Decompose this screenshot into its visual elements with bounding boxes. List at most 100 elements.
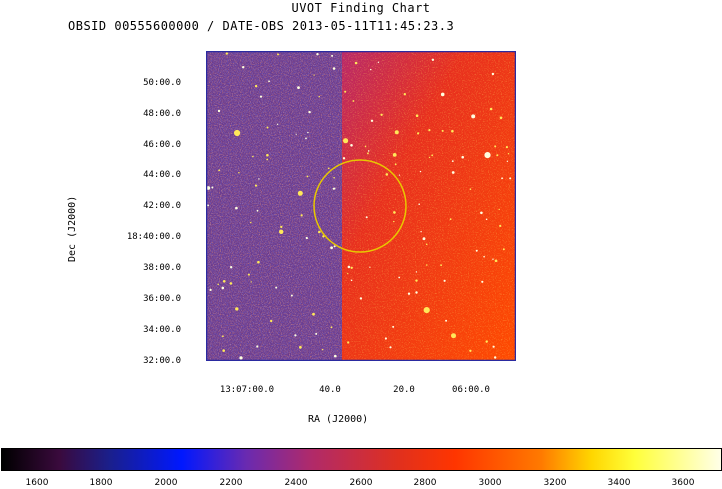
star: [254, 184, 258, 187]
star: [394, 130, 399, 135]
star: [440, 92, 445, 97]
star: [426, 264, 428, 266]
star: [300, 214, 303, 217]
star: [415, 114, 419, 117]
star: [342, 157, 346, 160]
colorbar-label: 1600: [25, 478, 49, 488]
star: [234, 129, 241, 137]
star: [380, 113, 383, 116]
star: [222, 335, 224, 338]
star: [343, 138, 349, 144]
colorbar-label: 3000: [478, 478, 502, 488]
star: [393, 211, 396, 214]
star: [258, 178, 260, 180]
star: [333, 187, 336, 190]
star: [222, 280, 226, 283]
star: [207, 204, 209, 207]
star: [385, 173, 389, 176]
star: [334, 354, 337, 358]
star: [254, 84, 258, 88]
star: [250, 221, 252, 224]
star: [313, 74, 315, 76]
star: [398, 276, 401, 279]
star: [266, 126, 269, 129]
y-tick-label: 18:40:00.0: [126, 232, 181, 242]
star: [221, 286, 225, 290]
star: [218, 169, 221, 172]
star: [239, 356, 243, 360]
star: [211, 186, 214, 189]
star: [423, 307, 430, 314]
star: [461, 155, 464, 159]
star: [279, 229, 284, 234]
x-tick-label: 13:07:00.0: [219, 385, 275, 395]
star: [307, 131, 309, 134]
star: [499, 224, 502, 227]
star: [509, 177, 512, 180]
star: [252, 155, 254, 158]
star: [332, 67, 336, 70]
y-tick-label: 42:00.0: [143, 201, 181, 211]
image-frame: [206, 51, 516, 361]
star: [306, 175, 309, 178]
star: [494, 145, 497, 148]
star: [499, 116, 503, 120]
star: [415, 271, 418, 273]
y-tick-label: 38:00.0: [143, 263, 181, 273]
colorbar-label: 1800: [89, 478, 113, 488]
star-field: [206, 52, 512, 360]
star: [330, 326, 333, 329]
chart-title: UVOT Finding Chart: [291, 1, 431, 15]
star: [331, 54, 334, 57]
star: [403, 93, 406, 96]
y-tick-label: 34:00.0: [143, 325, 181, 335]
star: [393, 220, 395, 223]
star: [225, 52, 228, 55]
star: [507, 153, 510, 155]
star: [483, 255, 485, 258]
y-tick-label: 32:00.0: [143, 356, 181, 366]
star: [367, 150, 370, 152]
star: [222, 349, 225, 352]
star: [297, 86, 300, 89]
star: [330, 246, 333, 250]
star: [431, 154, 434, 157]
star: [451, 160, 454, 162]
star: [359, 297, 363, 300]
star: [352, 100, 355, 102]
star: [312, 312, 315, 316]
star: [407, 292, 411, 295]
star: [250, 281, 252, 283]
y-tick-label: 50:00.0: [143, 78, 181, 88]
chart-subtitle: OBSID 00555600000 / DATE-OBS 2013-05-11T…: [68, 19, 455, 33]
star: [419, 170, 422, 173]
star: [494, 259, 498, 263]
star: [256, 345, 259, 348]
star: [318, 230, 321, 234]
colorbar-label: 2600: [349, 478, 373, 488]
colorbar-label: 3200: [543, 478, 567, 488]
star: [367, 152, 369, 155]
star: [471, 114, 476, 119]
star: [449, 218, 452, 221]
star: [276, 123, 279, 126]
star: [206, 186, 211, 190]
star: [229, 282, 233, 285]
star: [451, 129, 454, 133]
star: [418, 203, 420, 205]
star: [377, 61, 380, 63]
star: [347, 273, 349, 275]
star: [217, 283, 219, 286]
colorbar-label: 2000: [154, 478, 178, 488]
star: [365, 216, 368, 219]
star: [350, 266, 353, 269]
star: [230, 266, 233, 269]
star: [354, 61, 358, 65]
star: [389, 346, 392, 349]
star: [481, 280, 484, 283]
star: [217, 109, 221, 113]
star: [431, 58, 435, 61]
star: [445, 319, 448, 322]
star: [321, 349, 324, 351]
star: [209, 288, 212, 291]
